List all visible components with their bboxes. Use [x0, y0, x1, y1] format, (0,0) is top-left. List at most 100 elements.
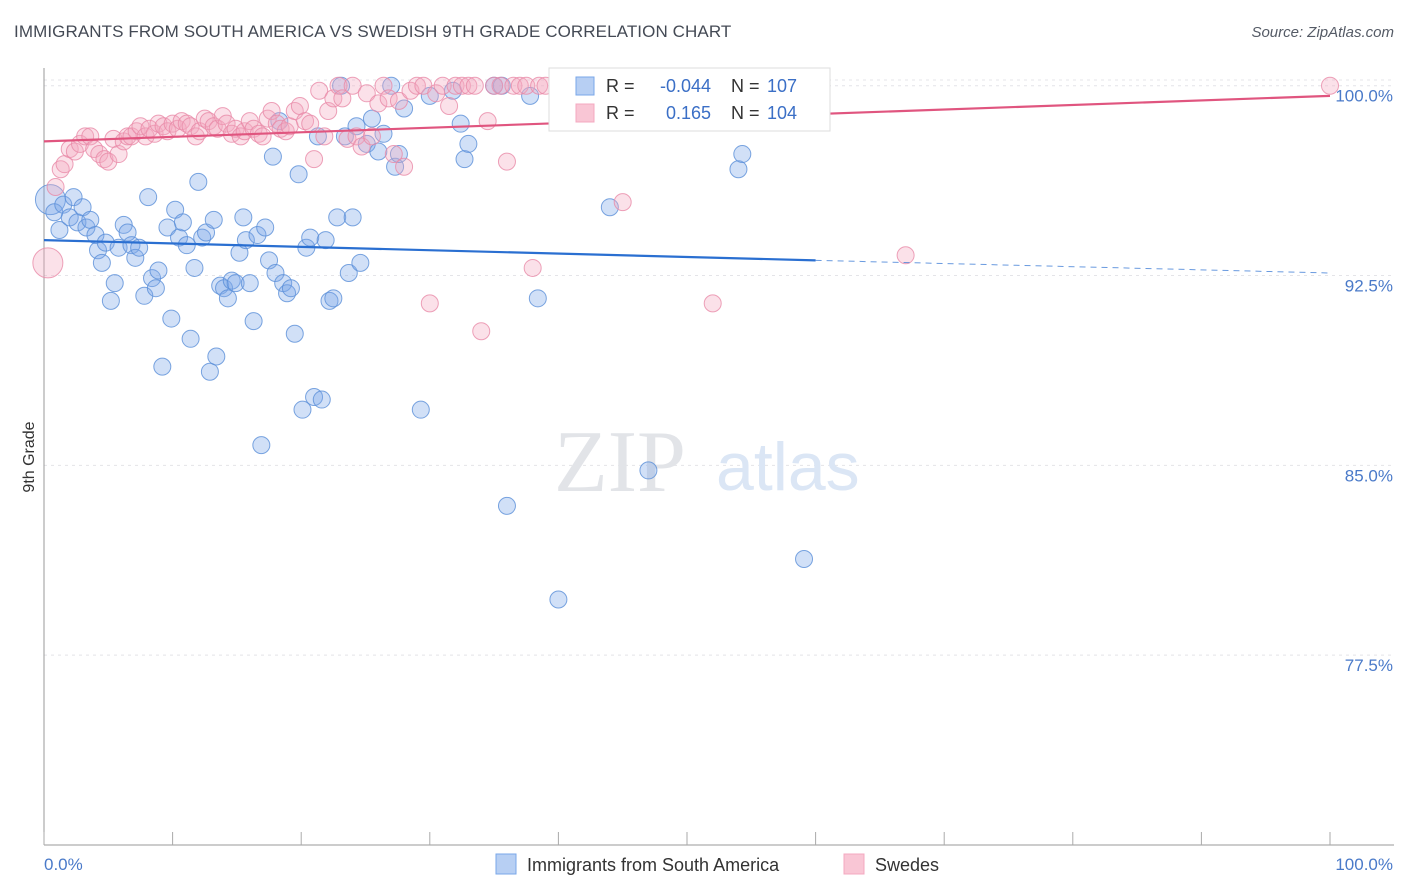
- point-swedes: [491, 76, 510, 95]
- point-swedes: [172, 112, 191, 131]
- point-south-america: [281, 279, 300, 298]
- axes: [43, 68, 1394, 846]
- trend-south-america-extension: [815, 259, 1331, 274]
- point-south-america: [369, 142, 388, 161]
- legend-label-south-america: Immigrants from South America: [527, 855, 780, 875]
- point-south-america: [177, 236, 196, 255]
- point-swedes: [896, 246, 915, 265]
- point-south-america: [143, 269, 162, 288]
- point-swedes: [181, 117, 200, 136]
- stats-swatch-blue: [575, 76, 595, 96]
- point-swedes: [452, 76, 471, 95]
- point-south-america: [411, 400, 430, 419]
- point-swedes: [301, 114, 320, 133]
- point-south-america: [266, 264, 285, 283]
- stats-n-value-2: 104: [767, 103, 797, 123]
- point-swedes: [395, 157, 414, 176]
- point-south-america: [126, 248, 145, 267]
- data-points: [32, 76, 1339, 609]
- point-south-america: [170, 228, 189, 247]
- point-south-america: [50, 220, 69, 239]
- point-swedes: [420, 294, 439, 313]
- point-south-america: [64, 188, 83, 207]
- point-south-america: [181, 329, 200, 348]
- point-south-america: [459, 134, 478, 153]
- point-swedes: [253, 127, 272, 146]
- point-swedes: [310, 81, 329, 100]
- point-swedes: [517, 76, 536, 95]
- point-south-america: [256, 218, 275, 237]
- point-south-america: [86, 226, 105, 245]
- point-swedes: [32, 247, 64, 279]
- point-south-america: [339, 264, 358, 283]
- point-swedes: [497, 152, 516, 171]
- point-swedes: [343, 76, 362, 95]
- stats-r-label-2: R =: [606, 103, 635, 123]
- point-south-america: [218, 289, 237, 308]
- point-south-america: [101, 291, 120, 310]
- point-swedes: [433, 76, 452, 95]
- stats-n-label-1: N =: [731, 76, 760, 96]
- point-south-america: [351, 253, 370, 272]
- point-swedes: [217, 114, 236, 133]
- point-swedes: [485, 76, 504, 95]
- point-swedes: [459, 76, 478, 95]
- point-swedes: [357, 84, 376, 103]
- point-swedes: [504, 76, 523, 95]
- point-swedes: [46, 177, 65, 196]
- point-south-america: [451, 114, 470, 133]
- point-south-america: [185, 258, 204, 277]
- point-south-america: [549, 590, 568, 609]
- point-swedes: [305, 150, 324, 169]
- point-swedes: [90, 145, 109, 164]
- legend-label-swedes: Swedes: [875, 855, 939, 875]
- point-south-america: [189, 172, 208, 191]
- y-tick-label: 85.0%: [1345, 466, 1393, 485]
- point-swedes: [122, 127, 141, 146]
- point-swedes: [99, 152, 118, 171]
- point-south-america: [795, 550, 814, 569]
- point-south-america: [204, 210, 223, 229]
- watermark: ZIP atlas: [554, 414, 860, 511]
- point-south-america: [105, 274, 124, 293]
- stats-r-value-2: 0.165: [666, 103, 711, 123]
- point-swedes: [296, 112, 315, 131]
- point-south-america: [497, 496, 516, 515]
- point-south-america: [173, 213, 192, 232]
- point-south-america: [248, 226, 267, 245]
- point-swedes: [149, 114, 168, 133]
- point-south-america: [92, 253, 111, 272]
- point-south-america: [455, 150, 474, 169]
- point-swedes: [1321, 76, 1339, 95]
- chart-title: IMMIGRANTS FROM SOUTH AMERICA VS SWEDISH…: [14, 22, 732, 41]
- chart-source: Source: ZipAtlas.com: [1251, 24, 1394, 41]
- y-tick-label: 100.0%: [1335, 87, 1393, 106]
- y-tick-label: 77.5%: [1345, 656, 1393, 675]
- stats-swatch-pink: [575, 103, 595, 123]
- x-tick-label-end: 100.0%: [1335, 855, 1393, 874]
- point-swedes: [613, 193, 632, 212]
- point-swedes: [118, 127, 137, 146]
- point-south-america: [149, 261, 168, 280]
- point-swedes: [290, 96, 309, 115]
- point-south-america: [285, 324, 304, 343]
- point-south-america: [316, 231, 335, 250]
- point-swedes: [523, 258, 542, 277]
- point-swedes: [446, 76, 465, 95]
- point-south-america: [362, 109, 381, 128]
- point-south-america: [639, 461, 658, 480]
- point-south-america: [234, 208, 253, 227]
- point-south-america: [139, 188, 158, 207]
- point-south-america: [215, 279, 234, 298]
- point-south-america: [733, 145, 752, 164]
- stats-r-value-1: -0.044: [660, 76, 711, 96]
- point-south-america: [226, 274, 245, 293]
- point-south-america: [528, 289, 547, 308]
- point-south-america: [293, 400, 312, 419]
- point-swedes: [199, 112, 218, 131]
- point-south-america: [200, 362, 219, 381]
- point-swedes: [407, 76, 426, 95]
- y-tick-labels: 100.0% 92.5% 85.0% 77.5%: [1335, 87, 1393, 675]
- point-swedes: [379, 89, 398, 108]
